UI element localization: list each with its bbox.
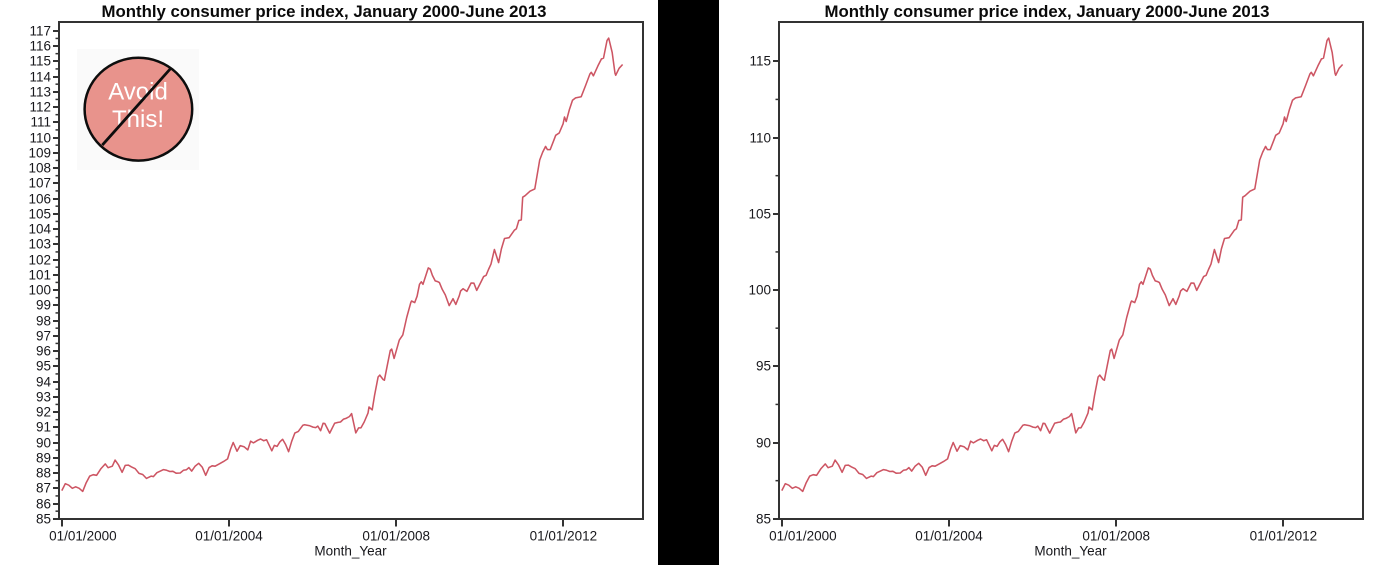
svg-text:115: 115	[749, 54, 771, 69]
svg-text:115: 115	[29, 54, 51, 69]
svg-text:95: 95	[755, 359, 770, 374]
svg-text:01/01/2012: 01/01/2012	[1249, 528, 1317, 543]
svg-text:110: 110	[29, 131, 51, 146]
svg-text:85: 85	[36, 512, 51, 527]
svg-text:01/01/2000: 01/01/2000	[769, 528, 837, 543]
svg-text:Month_Year: Month_Year	[314, 544, 387, 559]
svg-text:88: 88	[36, 466, 51, 481]
svg-text:114: 114	[29, 70, 51, 85]
svg-text:108: 108	[28, 161, 51, 176]
svg-text:01/01/2008: 01/01/2008	[362, 528, 430, 543]
svg-text:This!: This!	[112, 106, 164, 133]
svg-text:89: 89	[36, 451, 51, 466]
svg-text:113: 113	[29, 85, 51, 100]
svg-text:109: 109	[28, 146, 51, 161]
svg-text:90: 90	[755, 436, 770, 451]
svg-text:85: 85	[755, 512, 770, 527]
svg-text:99: 99	[36, 298, 51, 313]
svg-text:01/01/2004: 01/01/2004	[195, 528, 263, 543]
svg-text:100: 100	[28, 283, 51, 298]
svg-text:95: 95	[36, 359, 51, 374]
svg-text:01/01/2004: 01/01/2004	[915, 528, 983, 543]
svg-text:Month_Year: Month_Year	[1034, 544, 1107, 559]
svg-text:93: 93	[36, 390, 51, 405]
svg-text:92: 92	[36, 405, 51, 420]
svg-text:102: 102	[28, 253, 51, 268]
svg-text:104: 104	[28, 222, 51, 237]
svg-text:107: 107	[28, 176, 51, 191]
svg-text:Monthly consumer price index,: Monthly consumer price index, January 20…	[824, 2, 1269, 21]
svg-text:116: 116	[29, 39, 51, 54]
svg-text:98: 98	[36, 314, 51, 329]
svg-text:101: 101	[28, 268, 51, 283]
svg-text:96: 96	[36, 344, 51, 359]
svg-text:01/01/2012: 01/01/2012	[530, 528, 598, 543]
svg-text:112: 112	[29, 100, 51, 115]
svg-text:111: 111	[30, 115, 51, 130]
svg-text:87: 87	[36, 481, 51, 496]
svg-text:105: 105	[748, 207, 771, 222]
svg-text:86: 86	[36, 497, 51, 512]
svg-text:100: 100	[748, 283, 771, 298]
svg-text:01/01/2000: 01/01/2000	[49, 528, 117, 543]
svg-text:94: 94	[36, 375, 52, 390]
svg-text:105: 105	[28, 207, 51, 222]
svg-text:90: 90	[36, 436, 51, 451]
svg-text:97: 97	[36, 329, 51, 344]
svg-text:Monthly consumer price index,: Monthly consumer price index, January 20…	[102, 2, 547, 21]
svg-text:110: 110	[749, 131, 771, 146]
svg-text:103: 103	[28, 237, 51, 252]
svg-text:91: 91	[36, 420, 51, 435]
svg-text:117: 117	[29, 24, 51, 39]
svg-text:106: 106	[28, 192, 51, 207]
svg-text:01/01/2008: 01/01/2008	[1082, 528, 1150, 543]
